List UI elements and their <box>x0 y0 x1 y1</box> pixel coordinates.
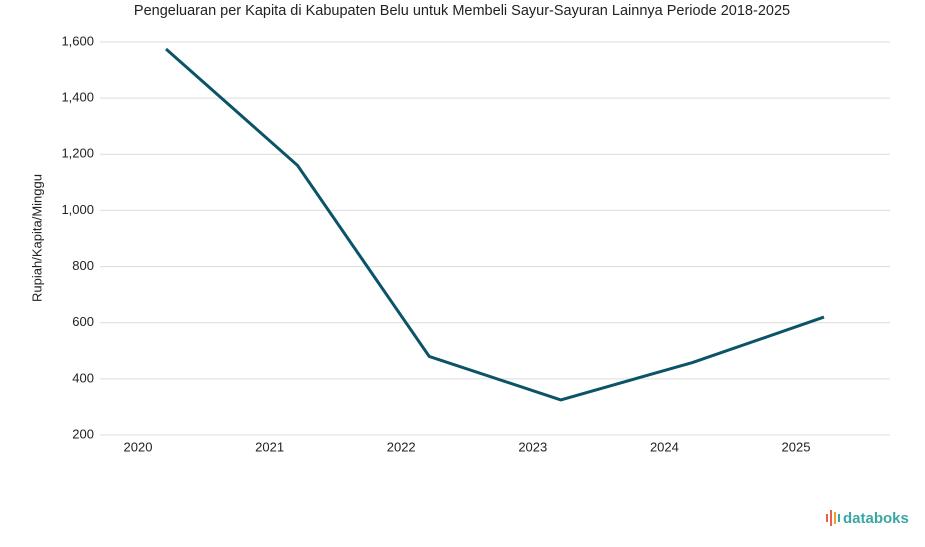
y-tick-label: 1,200 <box>61 146 94 161</box>
x-tick-label: 2020 <box>124 439 153 454</box>
y-tick-label: 1,600 <box>61 33 94 48</box>
y-tick-label: 400 <box>72 370 94 385</box>
chart-title: Pengeluaran per Kapita di Kabupaten Belu… <box>134 3 790 19</box>
y-tick-label: 800 <box>72 258 94 273</box>
y-tick-label: 1,400 <box>61 90 94 105</box>
x-tick-label: 2025 <box>782 439 811 454</box>
data-line <box>165 47 825 402</box>
y-tick-label: 200 <box>72 426 94 441</box>
y-axis-label: Rupiah/Kapita/Minggu <box>29 174 44 302</box>
x-tick-label: 2021 <box>255 439 284 454</box>
x-tick-label: 2022 <box>387 439 416 454</box>
y-tick-label: 600 <box>72 314 94 329</box>
x-tick-label: 2023 <box>518 439 547 454</box>
x-tick-label: 2024 <box>650 439 679 454</box>
y-tick-label: 1,000 <box>61 202 94 217</box>
source-logo: databoks <box>843 510 909 527</box>
logo <box>826 510 840 526</box>
